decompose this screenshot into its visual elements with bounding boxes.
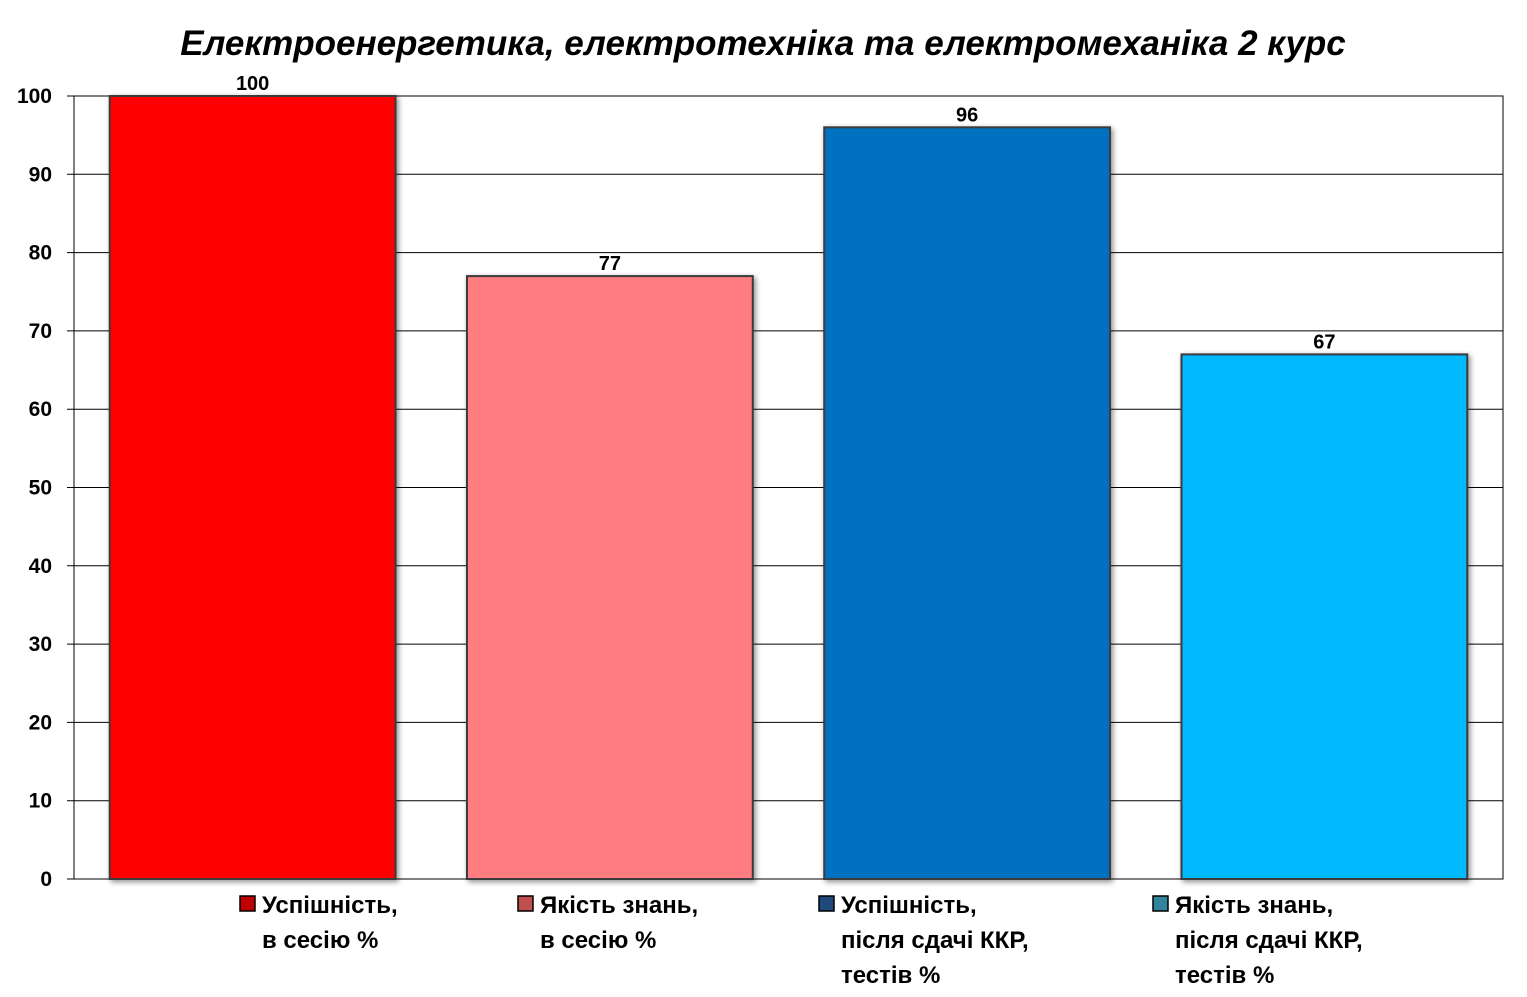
bar [108, 95, 397, 880]
y-tick-label: 10 [29, 790, 52, 813]
legend-label: в сесію % [262, 927, 378, 954]
legend-marker [239, 895, 256, 912]
bars [108, 95, 1469, 880]
legend-label: після сдачі ККР, [1175, 927, 1363, 954]
legend-label: Якість знань, [1175, 892, 1333, 919]
bar [465, 275, 754, 880]
y-tick-label: 80 [29, 242, 52, 265]
bar [1180, 353, 1469, 880]
legend-label: тестів % [1175, 962, 1274, 989]
y-tick-label: 90 [29, 163, 52, 186]
legend: Успішність, в сесію % Якість знань, в сесію… [239, 892, 1363, 989]
y-tick-label: 30 [29, 633, 52, 656]
legend-label: Успішність, [262, 892, 398, 919]
legend-label: після сдачі ККР, [841, 927, 1029, 954]
legend-label: Якість знань, [540, 892, 698, 919]
y-tick-label: 20 [29, 711, 52, 734]
data-labels: 100 77 96 67 [236, 73, 1336, 353]
data-label: 77 [599, 253, 621, 275]
y-tick-label: 0 [40, 868, 52, 891]
data-label: 67 [1313, 331, 1335, 353]
data-label: 100 [236, 73, 269, 95]
legend-label: тестів % [841, 962, 940, 989]
legend-marker [517, 895, 534, 912]
legend-label: Успішність, [841, 892, 977, 919]
data-label: 96 [956, 104, 978, 126]
chart-title: Електроенергетика, електротехніка та еле… [180, 24, 1346, 63]
bar [823, 126, 1112, 880]
y-tick-label: 70 [29, 320, 52, 343]
y-tick-label: 100 [17, 85, 52, 108]
legend-marker [818, 895, 835, 912]
legend-marker [1152, 895, 1169, 912]
y-tick-label: 40 [29, 555, 52, 578]
y-axis: 0 10 20 30 40 50 60 70 80 90 100 [17, 85, 52, 891]
legend-label: в сесію % [540, 927, 656, 954]
y-tick-label: 60 [29, 398, 52, 421]
y-tick-label: 50 [29, 477, 52, 500]
